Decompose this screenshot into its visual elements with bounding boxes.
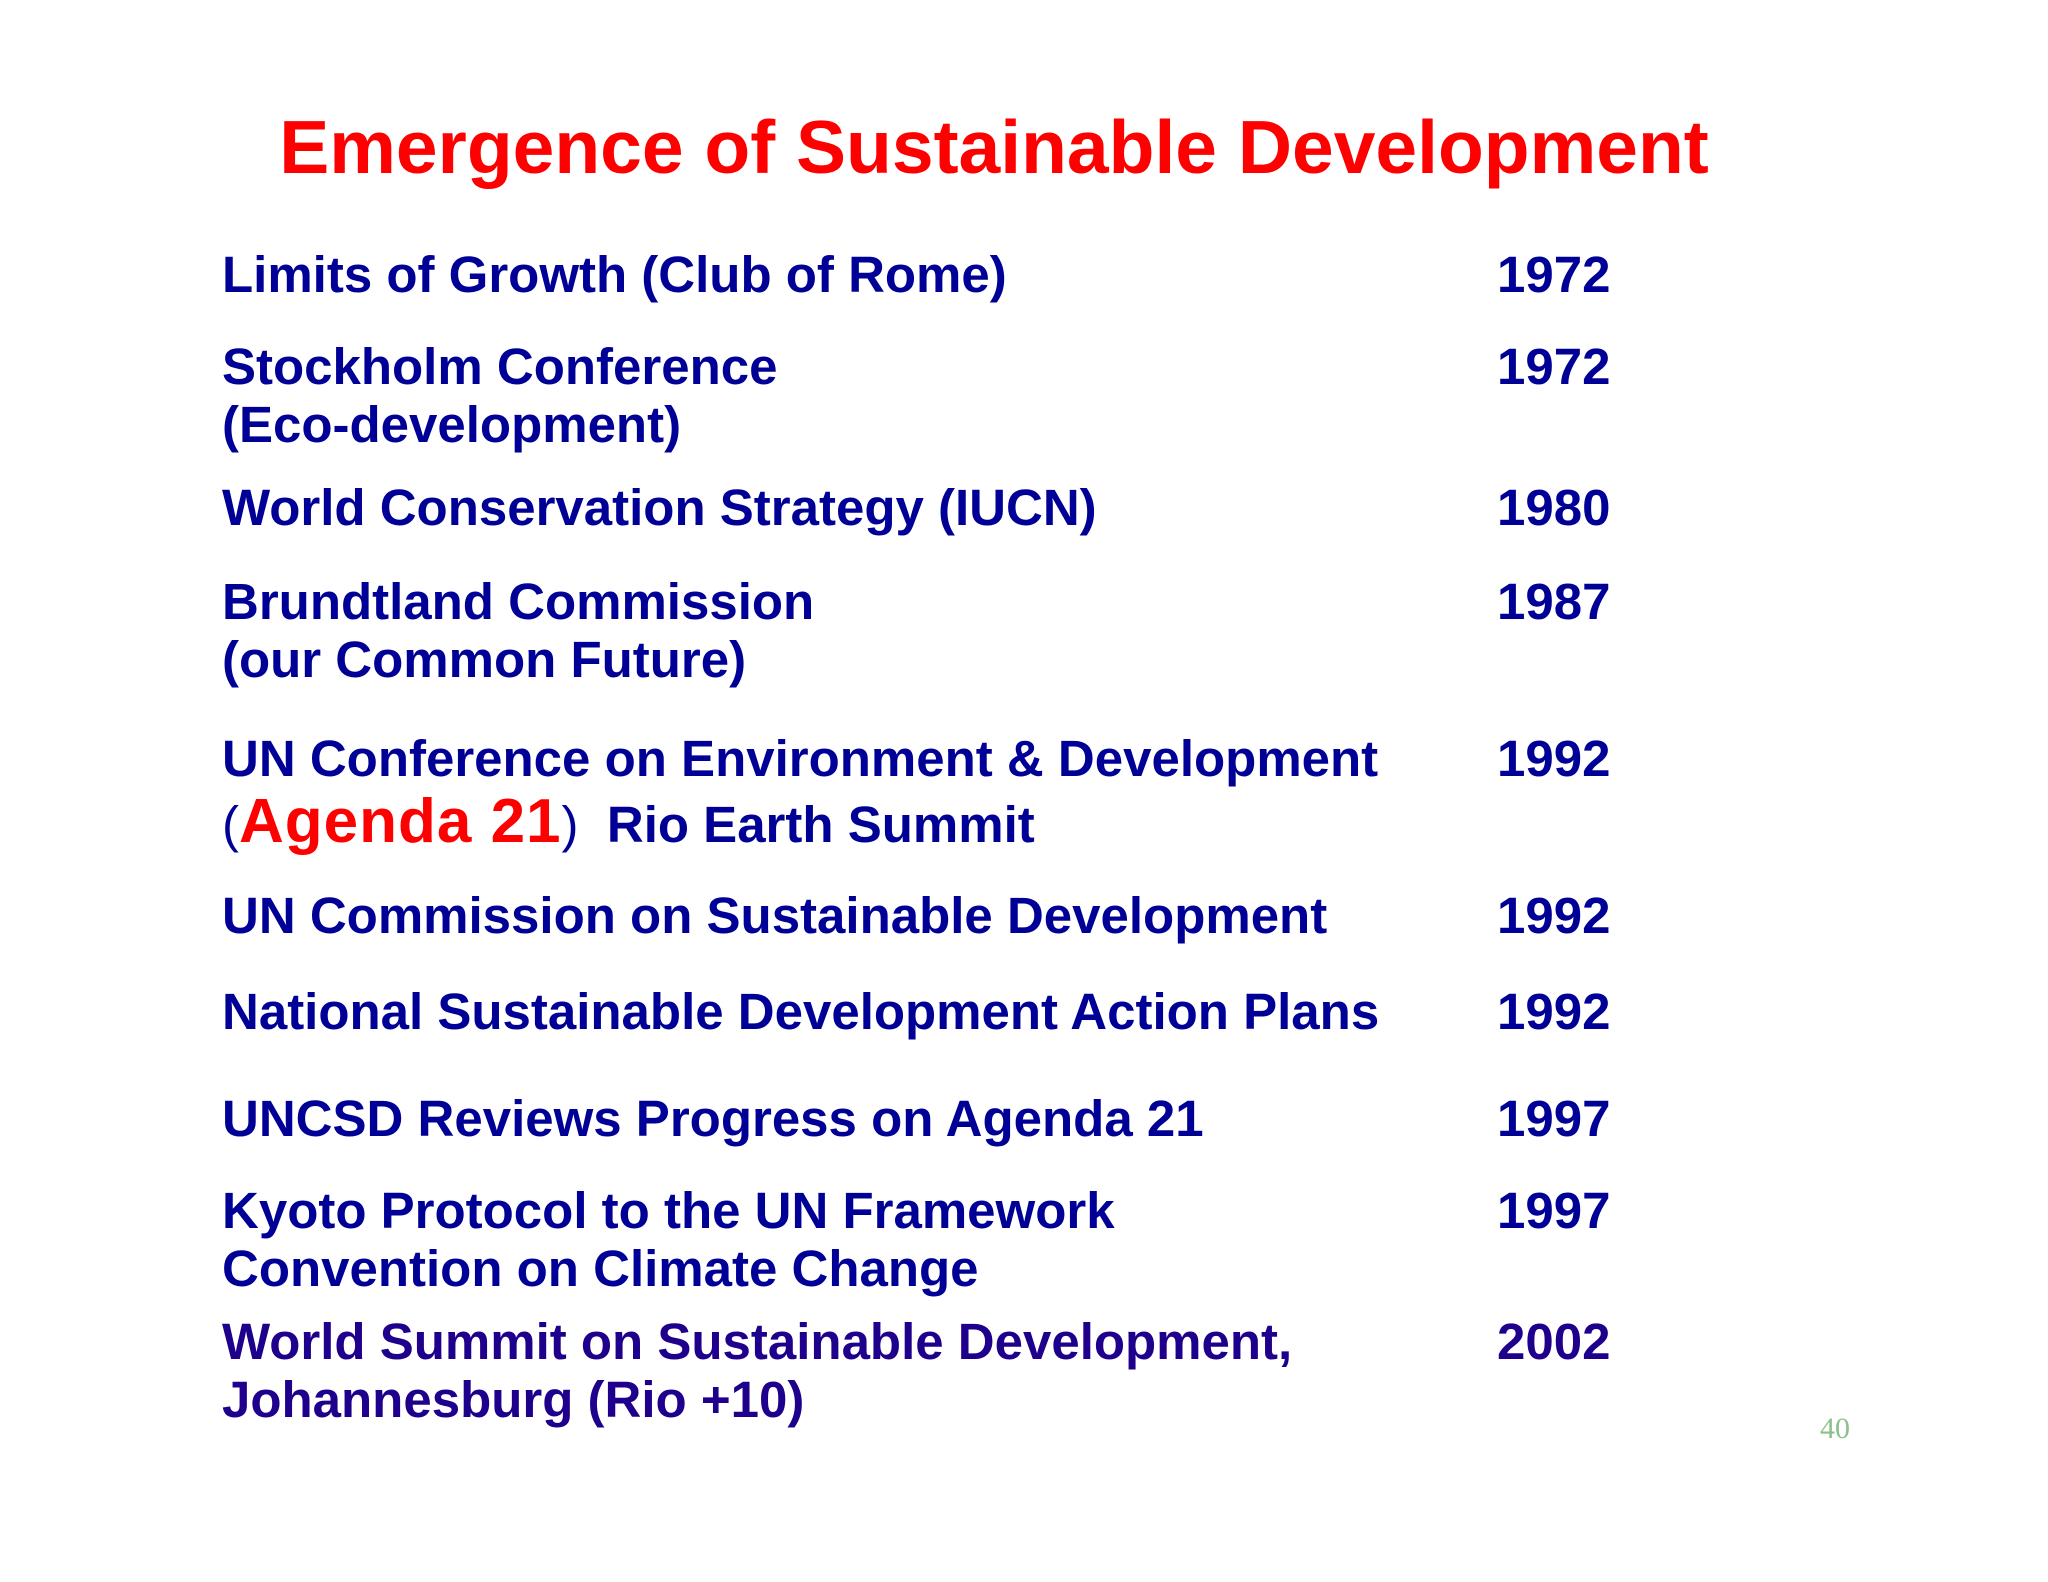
- entry-description: National Sustainable Development Action …: [222, 983, 1422, 1041]
- slide-title: Emergence of Sustainable Development: [279, 105, 1709, 189]
- entry-year: 1972: [1497, 338, 1611, 395]
- entry-line: (our Common Future): [222, 631, 747, 688]
- entry-description: Kyoto Protocol to the UN Framework Conve…: [222, 1182, 1422, 1298]
- entry-description: World Conservation Strategy (IUCN): [222, 479, 1422, 537]
- entry-line: Kyoto Protocol to the UN Framework: [222, 1182, 1115, 1239]
- entry-year: 1987: [1497, 573, 1611, 630]
- entry-description: UN Commission on Sustainable Development: [222, 887, 1422, 945]
- entry-description: Brundtland Commission (our Common Future…: [222, 573, 1422, 689]
- entry-line: World Summit on Sustainable Development,: [222, 1313, 1293, 1370]
- entry-year: 1980: [1497, 479, 1611, 536]
- entry-line: Johannesburg (Rio +10): [222, 1371, 805, 1428]
- entry-year: 1972: [1497, 246, 1611, 303]
- entry-year: 1992: [1497, 983, 1611, 1040]
- entry-description: Limits of Growth (Club of Rome): [222, 246, 1422, 304]
- entry-line: UNCSD Reviews Progress on Agenda 21: [222, 1090, 1204, 1147]
- entry-line: National Sustainable Development Action …: [222, 983, 1380, 1040]
- entry-line-agenda: (Agenda 21) Rio Earth Summit: [222, 788, 1422, 859]
- entry-line: Limits of Growth (Club of Rome): [222, 246, 1007, 303]
- entry-line: UN Conference on Environment & Developme…: [222, 730, 1379, 787]
- entry-year: 1992: [1497, 730, 1611, 787]
- entry-line: Brundtland Commission: [222, 573, 815, 630]
- entry-line: Convention on Climate Change: [222, 1240, 979, 1297]
- entry-year: 1997: [1497, 1090, 1611, 1147]
- rio-earth-summit-label: Rio Earth Summit: [606, 796, 1035, 853]
- entry-line: World Conservation Strategy (IUCN): [222, 479, 1097, 536]
- close-paren: ): [561, 796, 579, 853]
- entry-description: UNCSD Reviews Progress on Agenda 21: [222, 1090, 1422, 1148]
- entry-line: UN Commission on Sustainable Development: [222, 887, 1328, 944]
- agenda-21-highlight: Agenda 21: [238, 787, 562, 856]
- open-paren: (: [222, 796, 239, 853]
- entry-description: Stockholm Conference (Eco-development): [222, 338, 1422, 454]
- entry-description: UN Conference on Environment & Developme…: [222, 730, 1422, 859]
- page-number: 40: [1820, 1412, 1850, 1445]
- entry-line: (Eco-development): [222, 396, 682, 453]
- entry-year: 1997: [1497, 1182, 1611, 1239]
- entry-year: 2002: [1497, 1313, 1611, 1370]
- entry-line: Stockholm Conference: [222, 338, 778, 395]
- entry-year: 1992: [1497, 887, 1611, 944]
- entry-description: World Summit on Sustainable Development,…: [222, 1313, 1422, 1429]
